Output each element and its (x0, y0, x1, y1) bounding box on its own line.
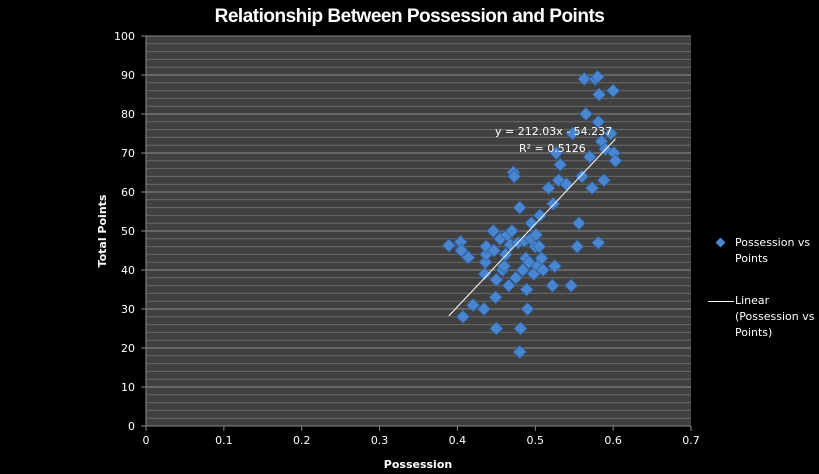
legend: Possession vs Points Linear (Possession … (705, 235, 819, 341)
data-point (504, 223, 519, 239)
data-point (486, 223, 501, 239)
data-point (577, 71, 592, 86)
data-point (528, 227, 544, 242)
data-point (488, 290, 503, 305)
data-point (512, 344, 527, 359)
data-point (591, 235, 606, 250)
x-tick-label: 0.3 (371, 434, 389, 447)
x-tick-label: 0.1 (215, 434, 233, 447)
data-point (461, 250, 476, 265)
y-tick-label: 60 (121, 186, 135, 199)
axis-labels: 0 10 20 30 40 50 60 70 80 90 100 0 0.1 0.2 0.3 0.4 0.5 0.… (114, 30, 700, 447)
data-point (532, 208, 548, 223)
data-point (547, 259, 562, 274)
data-point (591, 114, 606, 129)
data-point (441, 238, 456, 253)
y-tick-label: 20 (121, 342, 135, 355)
data-point (513, 321, 528, 336)
chart-title: Relationship Between Possession and Poin… (214, 6, 605, 27)
data-point (512, 200, 527, 215)
data-point (454, 243, 469, 258)
y-tick-label: 40 (121, 264, 135, 277)
diamond-marker-icon (715, 237, 726, 248)
data-point (489, 272, 504, 287)
data-point (603, 126, 618, 141)
data-point (571, 216, 586, 231)
y-axis-title: Total Points (96, 194, 109, 267)
data-point (524, 216, 539, 231)
legend-item-series: Possession vs Points (705, 235, 819, 267)
x-axis-title: Possession (384, 458, 452, 471)
data-point (582, 149, 597, 164)
data-point (574, 169, 590, 184)
x-tick-label: 0.5 (527, 434, 545, 447)
legend-item-trendline: Linear (Possession vs Points) (705, 293, 819, 341)
data-point (477, 266, 492, 281)
data-point (507, 169, 522, 184)
data-point (520, 301, 535, 317)
legend-trend-label: Linear (Possession vs Points) (735, 294, 815, 339)
y-tick-label: 80 (121, 108, 135, 121)
x-tick-label: 0.2 (293, 434, 311, 447)
x-tick-label: 0.4 (449, 434, 467, 447)
data-point (489, 321, 504, 336)
data-point (498, 247, 513, 262)
data-point (508, 270, 523, 285)
data-point (565, 126, 580, 141)
trendline (448, 138, 616, 317)
data-point (536, 262, 551, 278)
data-point (519, 282, 534, 297)
data-point (592, 87, 607, 102)
data-point (590, 69, 605, 85)
data-point (541, 181, 556, 196)
data-point (606, 83, 621, 98)
data-point (465, 298, 481, 313)
data-point (515, 262, 530, 278)
gridlines (146, 35, 691, 427)
data-point (497, 259, 512, 274)
x-tick-label: 0 (143, 434, 150, 447)
data-point (532, 239, 547, 254)
y-tick-label: 50 (121, 225, 135, 238)
y-tick-label: 30 (121, 303, 135, 316)
trendline-equation: y = 212.03x - 54.237 (495, 125, 612, 138)
data-point (476, 301, 491, 317)
legend-series-label: Possession vs Points (735, 236, 811, 265)
data-point (546, 196, 561, 211)
data-point (455, 309, 470, 324)
y-tick-label: 90 (121, 69, 135, 82)
data-point (545, 278, 560, 293)
x-tick-label: 0.6 (604, 434, 622, 447)
x-tick-label: 0.7 (682, 434, 700, 447)
data-point (578, 106, 593, 122)
data-point (570, 239, 585, 254)
data-point (564, 278, 579, 293)
y-tick-label: 70 (121, 147, 135, 160)
data-point (608, 153, 623, 168)
axes (141, 35, 692, 431)
y-tick-label: 100 (114, 30, 135, 43)
data-point (553, 157, 568, 172)
y-tick-label: 10 (121, 381, 135, 394)
y-tick-label: 0 (128, 420, 135, 433)
data-point (501, 278, 516, 293)
r-squared-label: R² = 0.5126 (519, 142, 586, 155)
data-point (585, 181, 600, 196)
data-point (486, 243, 502, 258)
data-point (549, 145, 564, 161)
data-point (596, 173, 611, 188)
line-marker-icon (708, 301, 734, 302)
